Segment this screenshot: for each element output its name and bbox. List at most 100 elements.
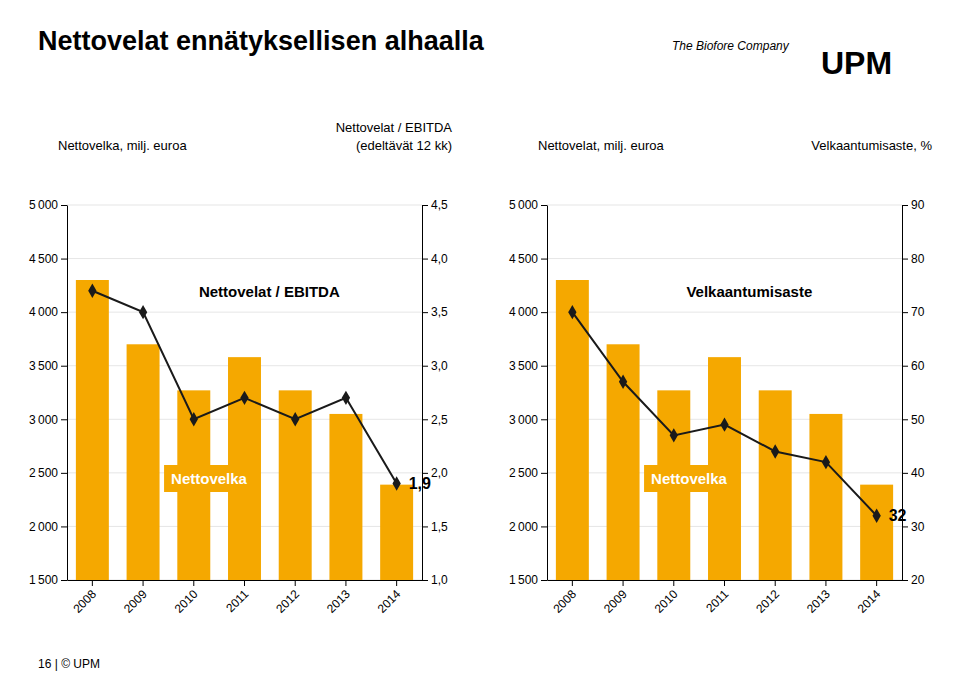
tick: 4 500	[509, 252, 547, 266]
tick: 2013	[324, 580, 353, 616]
marker	[568, 305, 576, 319]
y-axis: 1 5002 0002 5003 0003 5004 0004 5005 000	[29, 198, 68, 587]
axis-domain	[547, 206, 548, 581]
bar	[809, 414, 842, 580]
x-tick-label: 2011	[223, 587, 251, 615]
x-tick	[876, 580, 877, 586]
x-tick	[295, 580, 296, 586]
series-label-background	[644, 465, 735, 492]
y-tick	[61, 419, 67, 420]
marker	[619, 375, 627, 389]
data-label: 1,9	[409, 475, 431, 492]
grid-line	[547, 312, 902, 313]
x-tick	[143, 580, 144, 586]
y-tick	[61, 473, 67, 474]
y2-tick-label: 90	[911, 198, 925, 212]
marker	[88, 284, 96, 298]
y2-tick	[902, 259, 908, 260]
x-tick-label: 2010	[652, 587, 681, 616]
y-tick-label: 3 000	[29, 413, 58, 427]
y2-tick	[422, 205, 428, 206]
y2-axis-label: Nettovelat / EBITDA	[336, 120, 453, 135]
tick: 2012	[753, 580, 782, 616]
y2-tick-label: 70	[911, 305, 925, 319]
series-label-background	[164, 465, 255, 492]
grid	[547, 205, 902, 580]
tick: 3 000	[29, 413, 67, 427]
x-axis: 2008 2009 2010 2011 2012 2013 2014	[548, 580, 903, 616]
plot-area	[76, 280, 413, 580]
logo: UPM	[821, 45, 892, 81]
x-tick-label: 2013	[324, 587, 353, 616]
tick: 4,0	[422, 252, 448, 266]
grid-line	[547, 205, 902, 206]
y-axis-label: Nettovelat, milj. euroa	[538, 138, 664, 153]
marker	[139, 305, 147, 319]
y-tick	[541, 526, 547, 527]
grid	[67, 205, 422, 580]
tick: 2 000	[509, 520, 547, 534]
tick: 1,5	[422, 520, 448, 534]
series-label: Nettovelat / EBITDA	[199, 283, 340, 300]
series-label: Nettovelka	[651, 470, 728, 487]
y-tick	[61, 526, 67, 527]
y-tick-label: 4 500	[29, 252, 58, 266]
y-tick-label: 5 000	[509, 198, 538, 212]
data-label: 32	[889, 507, 907, 524]
y-tick-label: 1 500	[29, 573, 58, 587]
panel: Nettovelka1,9Nettovelat / EBITDA1 5002 0…	[29, 120, 452, 616]
axis-domain	[422, 206, 423, 581]
bar	[860, 485, 893, 580]
x-tick-label: 2009	[121, 587, 150, 616]
grid-line	[547, 258, 902, 259]
tick: 3 500	[29, 359, 67, 373]
y-tick	[541, 473, 547, 474]
y2-tick	[422, 312, 428, 313]
tick: 50	[902, 413, 925, 427]
y2-tick	[902, 205, 908, 206]
y-tick-label: 3 500	[29, 359, 58, 373]
y-tick	[61, 580, 67, 581]
grid-line	[67, 205, 422, 206]
tick: 2013	[804, 580, 833, 616]
y-tick	[541, 419, 547, 420]
marker	[822, 455, 830, 469]
y2-tick-label: 40	[911, 466, 925, 480]
y2-tick-label: 2,0	[431, 466, 448, 480]
y2-tick	[422, 526, 428, 527]
marker	[720, 417, 728, 431]
y-tick-label: 1 500	[509, 573, 538, 587]
y2-axis-label: (edeltävät 12 kk)	[356, 138, 452, 153]
tick: 2009	[121, 580, 150, 616]
x-tick-label: 2009	[601, 587, 630, 616]
tick: 80	[902, 252, 925, 266]
y2-tick-label: 4,0	[431, 252, 448, 266]
y-tick	[541, 366, 547, 367]
x-tick-label: 2011	[703, 587, 731, 615]
marker	[342, 391, 350, 405]
tick: 3,0	[422, 359, 448, 373]
series-label-box: Nettovelka	[164, 465, 255, 492]
tick: 3 000	[509, 413, 547, 427]
bar	[380, 485, 413, 580]
tick: 90	[902, 198, 925, 212]
grid-line	[67, 312, 422, 313]
marker	[771, 444, 779, 458]
bar	[127, 344, 160, 580]
tick: 2014	[855, 580, 884, 616]
y-tick	[61, 312, 67, 313]
y2-tick-label: 3,5	[431, 305, 448, 319]
y-tick-label: 3 500	[509, 359, 538, 373]
x-tick	[345, 580, 346, 586]
x-tick-label: 2008	[550, 587, 579, 616]
y2-tick-label: 2,5	[431, 413, 448, 427]
y-tick	[541, 312, 547, 313]
line	[572, 312, 876, 516]
y-tick-label: 4 500	[509, 252, 538, 266]
y-tick	[541, 205, 547, 206]
y-axis-label: Nettovelka, milj. euroa	[58, 138, 187, 153]
bar	[279, 390, 312, 580]
x-tick-label: 2013	[804, 587, 833, 616]
marker	[392, 476, 400, 490]
x-tick	[244, 580, 245, 586]
